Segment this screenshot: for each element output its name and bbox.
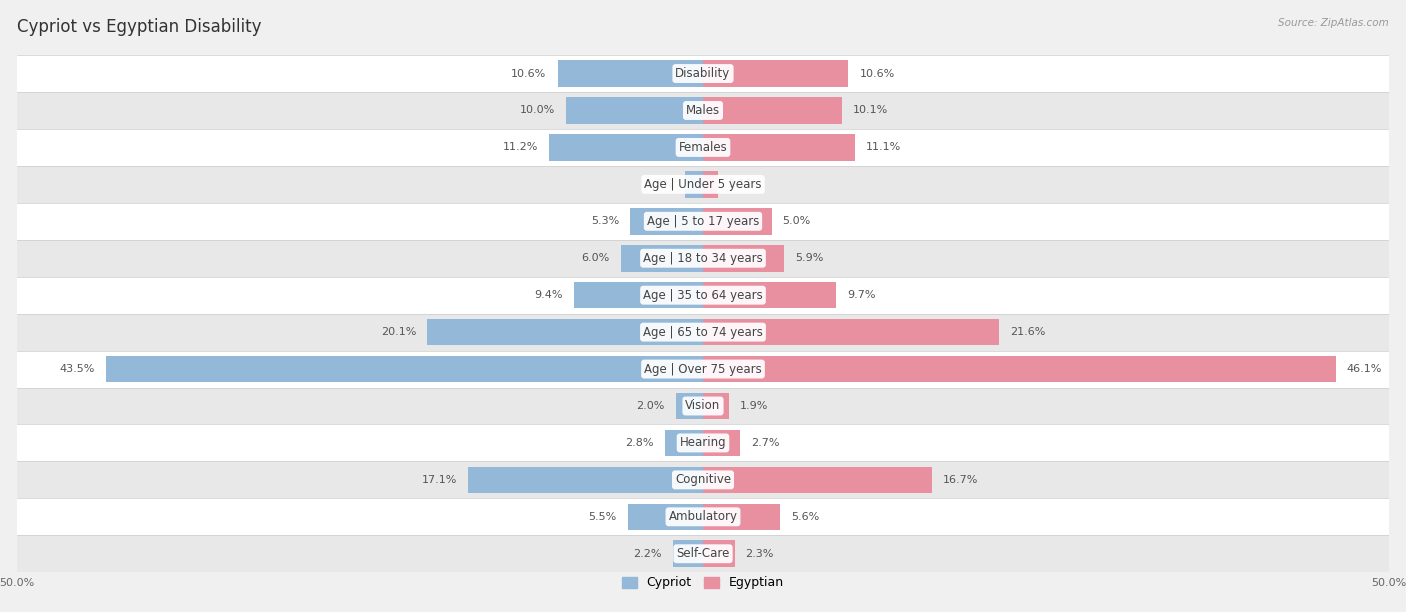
Bar [17, 387, 1389, 425]
Bar [17, 277, 1389, 313]
Text: Females: Females [679, 141, 727, 154]
Bar [620, 245, 703, 272]
Bar [703, 60, 848, 87]
Text: 1.1%: 1.1% [730, 179, 758, 189]
Text: 5.9%: 5.9% [794, 253, 824, 263]
Bar [685, 171, 703, 198]
Text: 11.1%: 11.1% [866, 143, 901, 152]
Legend: Cypriot, Egyptian: Cypriot, Egyptian [617, 572, 789, 594]
Bar [703, 134, 855, 161]
Text: 17.1%: 17.1% [422, 475, 457, 485]
Text: 21.6%: 21.6% [1011, 327, 1046, 337]
Text: 10.6%: 10.6% [859, 69, 894, 78]
Text: 10.6%: 10.6% [512, 69, 547, 78]
Bar [17, 240, 1389, 277]
Bar [703, 282, 837, 308]
Bar [17, 129, 1389, 166]
Text: 2.0%: 2.0% [636, 401, 665, 411]
Text: Vision: Vision [685, 400, 721, 412]
Bar [703, 356, 1336, 382]
Text: 5.6%: 5.6% [790, 512, 820, 522]
Text: 9.7%: 9.7% [846, 290, 876, 300]
Text: 2.7%: 2.7% [751, 438, 779, 448]
Bar [17, 166, 1389, 203]
Bar [630, 208, 703, 234]
Bar [673, 540, 703, 567]
Bar [565, 97, 703, 124]
Text: 43.5%: 43.5% [59, 364, 96, 374]
Bar [675, 393, 703, 419]
Bar [468, 466, 703, 493]
Text: Age | 65 to 74 years: Age | 65 to 74 years [643, 326, 763, 338]
Text: 5.5%: 5.5% [588, 512, 617, 522]
Text: 20.1%: 20.1% [381, 327, 416, 337]
Bar [17, 92, 1389, 129]
Text: Age | 5 to 17 years: Age | 5 to 17 years [647, 215, 759, 228]
Bar [17, 55, 1389, 92]
Bar [17, 351, 1389, 387]
Text: Males: Males [686, 104, 720, 117]
Bar [703, 171, 718, 198]
Text: Cognitive: Cognitive [675, 473, 731, 487]
Bar [703, 504, 780, 530]
Bar [17, 313, 1389, 351]
Bar [550, 134, 703, 161]
Text: 2.3%: 2.3% [745, 549, 773, 559]
Text: 1.9%: 1.9% [740, 401, 769, 411]
Text: Source: ZipAtlas.com: Source: ZipAtlas.com [1278, 18, 1389, 28]
Text: 5.0%: 5.0% [783, 216, 811, 226]
Text: 46.1%: 46.1% [1347, 364, 1382, 374]
Bar [703, 208, 772, 234]
Bar [17, 498, 1389, 536]
Text: 10.0%: 10.0% [520, 105, 555, 116]
Text: 11.2%: 11.2% [503, 143, 538, 152]
Bar [17, 203, 1389, 240]
Bar [17, 536, 1389, 572]
Bar [105, 356, 703, 382]
Text: 16.7%: 16.7% [943, 475, 979, 485]
Text: 5.3%: 5.3% [591, 216, 619, 226]
Text: Self-Care: Self-Care [676, 547, 730, 560]
Bar [665, 430, 703, 456]
Bar [703, 97, 842, 124]
Bar [558, 60, 703, 87]
Bar [627, 504, 703, 530]
Text: 10.1%: 10.1% [852, 105, 887, 116]
Text: Ambulatory: Ambulatory [668, 510, 738, 523]
Text: Age | Over 75 years: Age | Over 75 years [644, 362, 762, 376]
Bar [17, 425, 1389, 461]
Bar [574, 282, 703, 308]
Bar [703, 393, 730, 419]
Bar [703, 466, 932, 493]
Text: Age | 35 to 64 years: Age | 35 to 64 years [643, 289, 763, 302]
Bar [703, 319, 1000, 345]
Text: 2.2%: 2.2% [633, 549, 662, 559]
Text: 1.3%: 1.3% [645, 179, 675, 189]
Bar [703, 245, 785, 272]
Text: Hearing: Hearing [679, 436, 727, 449]
Bar [17, 461, 1389, 498]
Text: 2.8%: 2.8% [626, 438, 654, 448]
Text: Age | Under 5 years: Age | Under 5 years [644, 178, 762, 191]
Text: 9.4%: 9.4% [534, 290, 562, 300]
Bar [703, 540, 734, 567]
Bar [427, 319, 703, 345]
Text: 6.0%: 6.0% [582, 253, 610, 263]
Bar [703, 430, 740, 456]
Text: Cypriot vs Egyptian Disability: Cypriot vs Egyptian Disability [17, 18, 262, 36]
Text: Disability: Disability [675, 67, 731, 80]
Text: Age | 18 to 34 years: Age | 18 to 34 years [643, 252, 763, 265]
